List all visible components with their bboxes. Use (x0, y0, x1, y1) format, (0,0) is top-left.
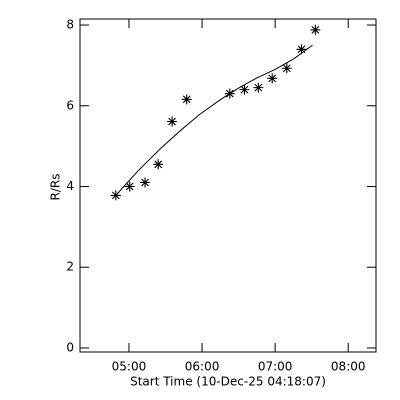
x-axis-label: Start Time (10-Dec-25 04:18:07) (130, 375, 326, 389)
plot-frame (79, 18, 377, 353)
asterisk-point (181, 94, 192, 105)
asterisk-point (167, 116, 178, 127)
asterisk-point (140, 177, 151, 188)
y-tick-label: 6 (66, 98, 74, 112)
x-tick-label: 07:00 (258, 360, 293, 374)
x-tick-label: 05:00 (112, 360, 147, 374)
x-tick-label: 06:00 (185, 360, 220, 374)
y-axis-label: R/Rs (49, 174, 63, 201)
x-tick-label: 08:00 (331, 360, 366, 374)
asterisk-point (239, 84, 250, 95)
asterisk-point (253, 82, 264, 93)
asterisk-point (267, 73, 278, 84)
y-tick-label: 2 (66, 260, 74, 274)
asterisk-point (153, 159, 164, 170)
asterisk-point (310, 24, 321, 35)
asterisk-point (110, 190, 121, 201)
fit-line (115, 44, 313, 196)
y-tick-label: 8 (66, 18, 74, 32)
asterisk-point (281, 63, 292, 74)
asterisk-point (124, 181, 135, 192)
y-tick-label: 0 (66, 340, 74, 354)
asterisk-point (296, 44, 307, 55)
y-tick-label: 4 (66, 179, 74, 193)
